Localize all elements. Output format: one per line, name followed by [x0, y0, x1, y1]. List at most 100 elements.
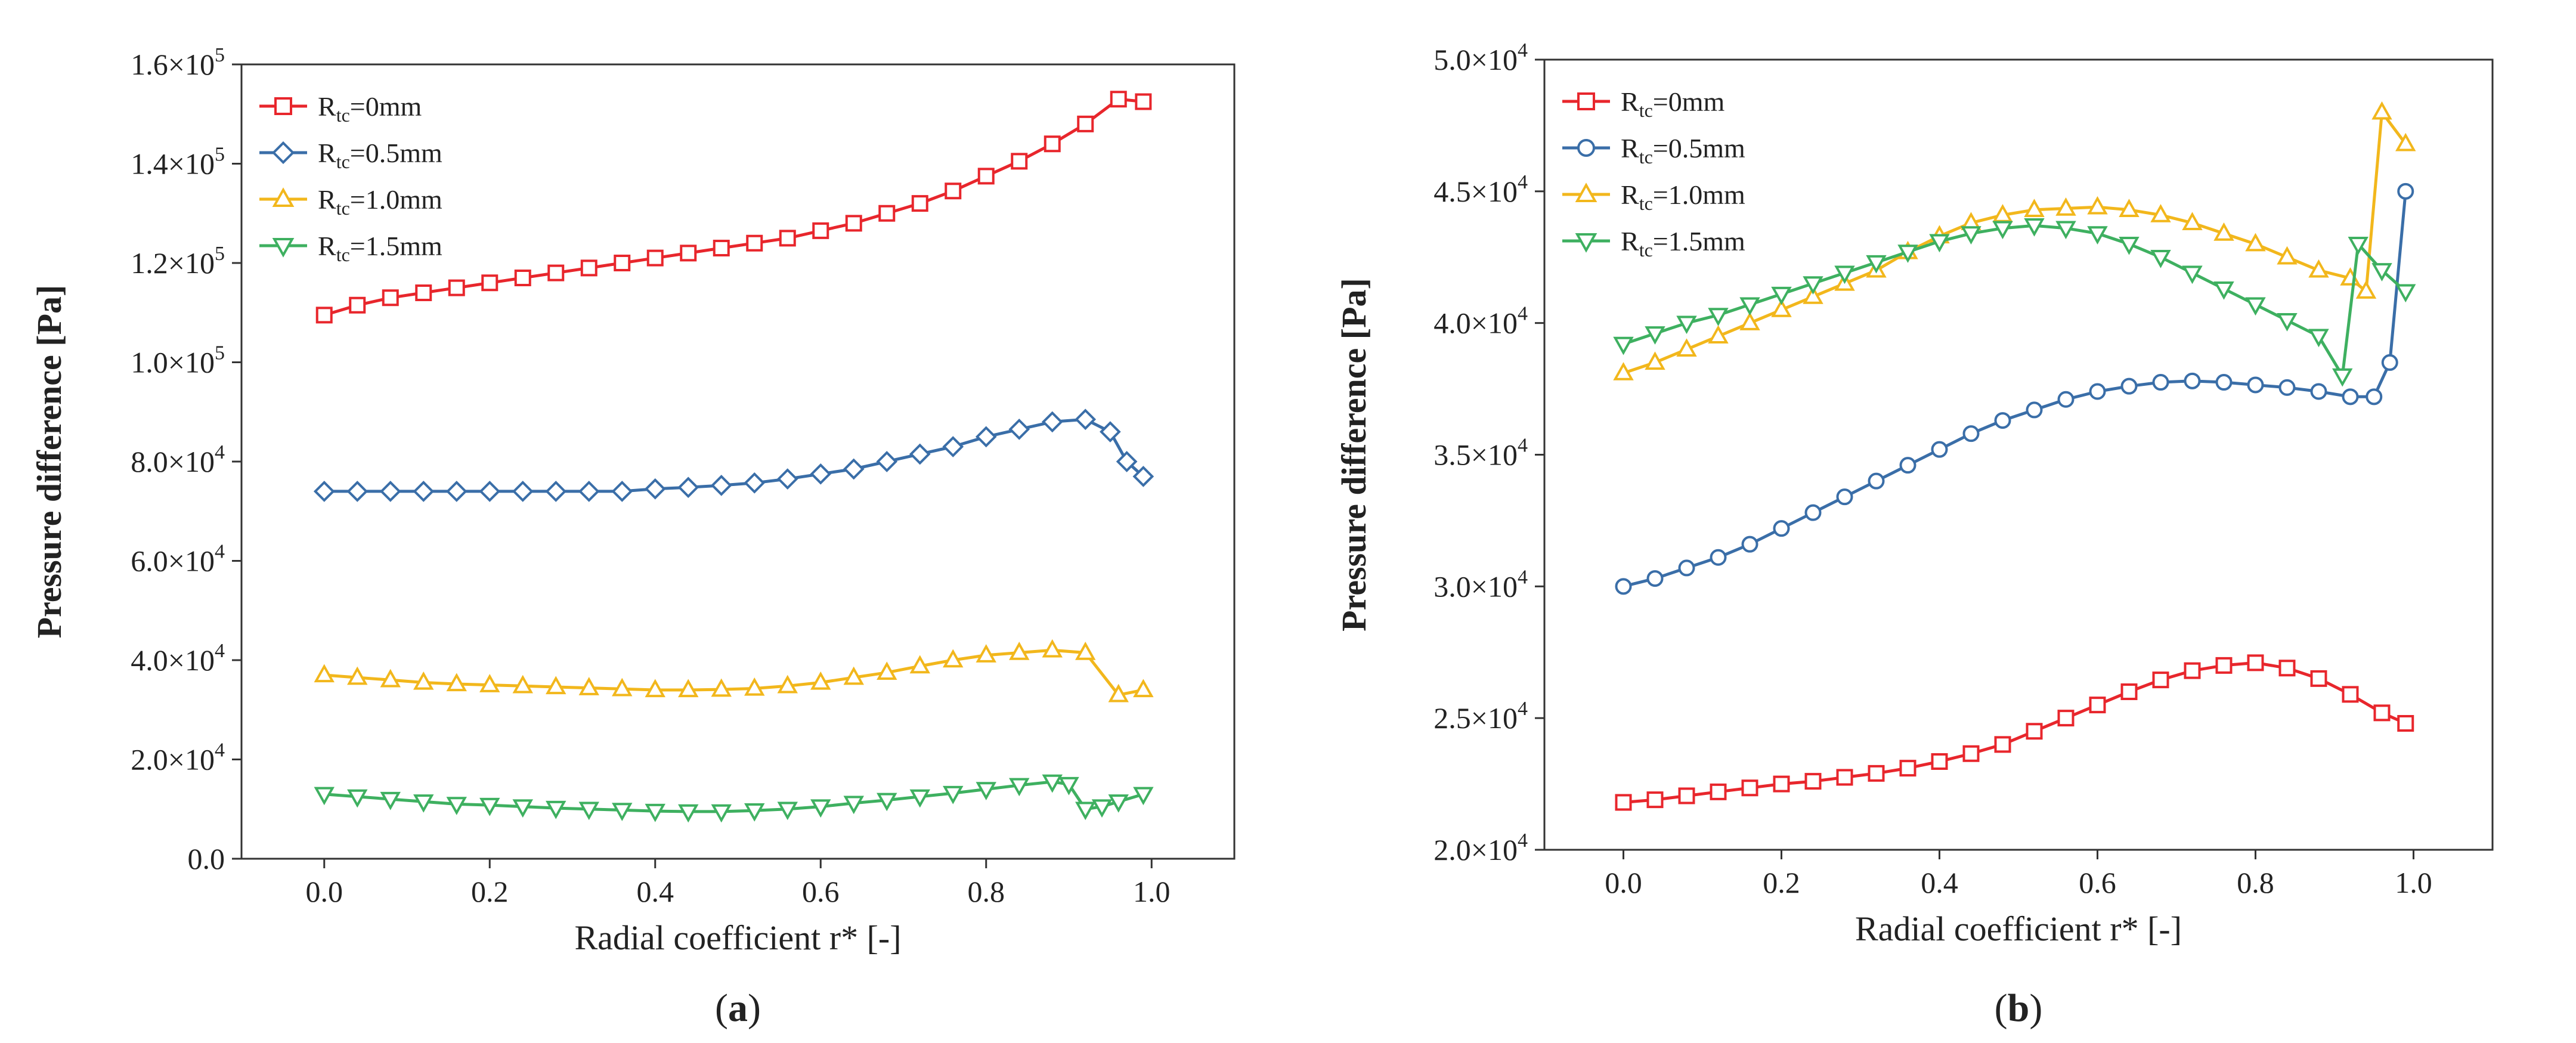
legend-label: Rtc=0mm [318, 91, 422, 126]
data-point [713, 240, 730, 257]
data-point [346, 481, 369, 502]
x-tick-label: 0.8 [2237, 866, 2274, 899]
data-point [1077, 115, 1094, 132]
data-point [1899, 457, 1916, 474]
data-point [2308, 259, 2329, 278]
data-point [1741, 536, 1758, 553]
data-point [1645, 351, 1665, 370]
data-point [614, 255, 631, 271]
data-point [1741, 779, 1758, 797]
data-point [315, 307, 333, 324]
data-point [2120, 683, 2138, 700]
series-line [324, 780, 1144, 813]
data-point [878, 205, 896, 222]
legend-marker [271, 141, 295, 165]
data-point [1708, 325, 1729, 343]
data-point [2310, 670, 2327, 687]
data-point [481, 274, 499, 292]
data-point [2310, 383, 2327, 400]
data-point [545, 481, 567, 502]
data-point [347, 666, 368, 685]
data-point [876, 451, 898, 472]
data-point [1041, 411, 1063, 433]
data-point [546, 676, 566, 695]
data-point [1613, 336, 1634, 355]
data-point [909, 789, 930, 808]
data-point [1009, 778, 1030, 797]
data-point [1615, 578, 1632, 595]
data-point [2247, 654, 2264, 671]
y-tick-label: 3.0×104 [1433, 566, 1528, 603]
data-point [810, 671, 831, 690]
data-point [975, 426, 997, 448]
data-point [314, 787, 335, 806]
data-point [1803, 276, 1823, 295]
data-point [578, 801, 599, 821]
data-point [911, 195, 928, 212]
data-point [843, 666, 864, 685]
data-point [1868, 472, 1885, 490]
data-point [347, 789, 368, 808]
data-point [2089, 383, 2106, 400]
legend-label: Rtc=0.5mm [318, 138, 442, 172]
data-point [512, 674, 533, 694]
data-point [382, 289, 399, 307]
y-tick-label: 0.0 [188, 842, 225, 875]
data-point [945, 182, 962, 200]
data-point [845, 215, 862, 232]
data-point [678, 679, 699, 698]
data-point [415, 284, 432, 301]
data-point [943, 649, 964, 668]
data-point [1646, 570, 1664, 587]
data-point [1615, 794, 1632, 811]
data-point [413, 794, 434, 813]
legend-item: Rtc=0mm [1562, 86, 1725, 121]
data-point [1676, 338, 1697, 357]
panel-label: (b) [1995, 986, 2043, 1030]
data-point [1868, 765, 1885, 782]
data-point [2381, 354, 2398, 371]
data-point [514, 269, 531, 286]
data-point [1804, 504, 1822, 521]
data-point [1866, 255, 1887, 274]
data-point [1646, 791, 1664, 809]
data-point [776, 468, 798, 490]
x-axis-title: Radial coefficient r* [-] [1855, 909, 2182, 948]
data-point [2152, 671, 2169, 689]
plot-frame [240, 63, 1236, 860]
data-point [2397, 715, 2414, 732]
data-point [678, 804, 699, 823]
data-point [2057, 710, 2075, 727]
data-point [448, 279, 465, 296]
data-point [2055, 197, 2076, 216]
x-tick-label: 1.0 [1133, 875, 1171, 908]
data-point [1133, 787, 1154, 806]
data-point [976, 644, 996, 663]
data-point [1042, 774, 1063, 793]
data-point [380, 791, 401, 810]
data-point [779, 230, 796, 247]
data-point [2245, 297, 2266, 316]
legend-label: Rtc=1.5mm [318, 231, 442, 265]
legend-label: Rtc=1.0mm [318, 184, 442, 219]
legend-item: Rtc=1.5mm [259, 231, 442, 265]
y-tick-label: 5.0×104 [1433, 39, 1528, 76]
data-point [2355, 280, 2377, 299]
x-tick-label: 0.0 [1605, 866, 1642, 899]
legend-item: Rtc=1.5mm [1562, 226, 1745, 261]
data-point [744, 803, 765, 822]
data-point [1836, 488, 1853, 506]
data-point [2277, 313, 2298, 332]
data-point [680, 244, 697, 262]
data-point [1708, 308, 1729, 326]
y-tick-label: 6.0×104 [131, 541, 225, 578]
data-point [2397, 182, 2414, 200]
data-point [580, 259, 597, 277]
data-point [1110, 91, 1127, 108]
data-point [611, 481, 633, 502]
data-point [909, 655, 930, 674]
data-point [446, 673, 467, 692]
data-point [1091, 799, 1113, 818]
data-point [379, 481, 401, 502]
